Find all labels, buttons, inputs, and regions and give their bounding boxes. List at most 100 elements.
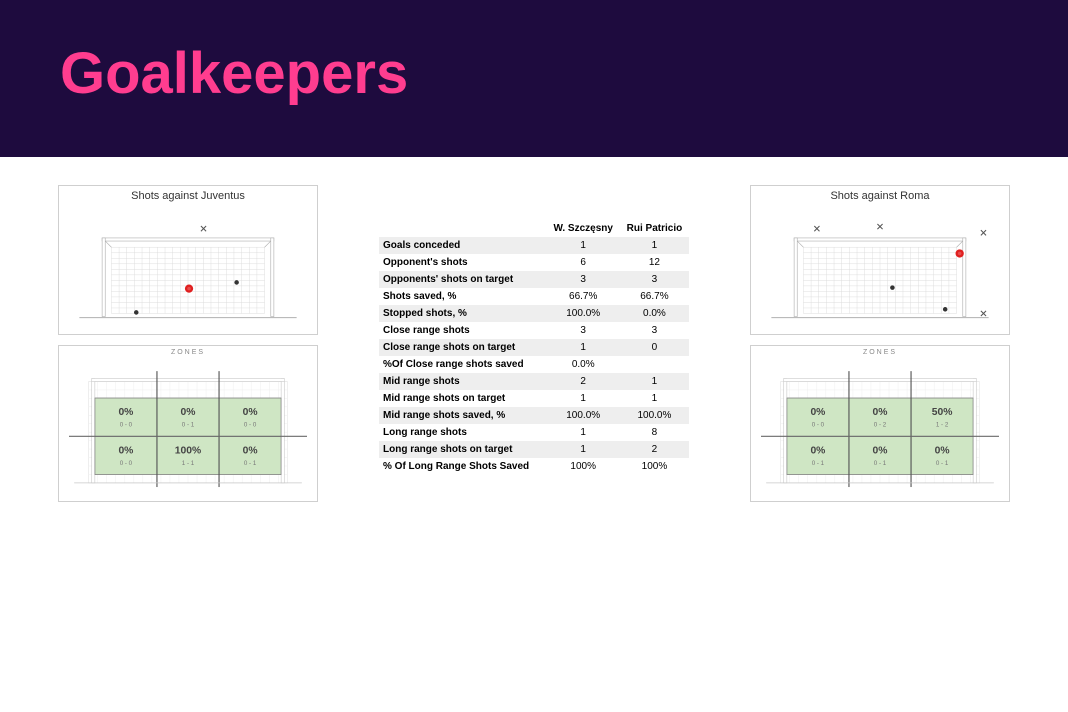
svg-text:0 - 1: 0 - 1: [182, 421, 195, 428]
stat-value-b: 12: [620, 254, 689, 271]
right-goal-chart: Shots against Roma: [750, 185, 1010, 335]
table-row: Opponent's shots612: [379, 254, 689, 271]
stat-value-a: 3: [547, 271, 620, 288]
stat-label: Shots saved, %: [379, 288, 547, 305]
left-zone-wrap: 0% 0 - 0 0% 0 - 1 0% 0 - 0 0% 0 - 0 100% 1 - 1 0% 0…: [59, 359, 317, 501]
table-row: Close range shots33: [379, 322, 689, 339]
stat-value-a: 1: [547, 237, 620, 254]
svg-text:0 - 0: 0 - 0: [120, 421, 133, 428]
right-zones-label: ZONES: [751, 346, 1009, 359]
stat-label: Close range shots: [379, 322, 547, 339]
stat-label: Stopped shots, %: [379, 305, 547, 322]
table-row: Mid range shots on target11: [379, 390, 689, 407]
stat-value-b: 66.7%: [620, 288, 689, 305]
svg-text:0 - 1: 0 - 1: [874, 460, 887, 467]
stat-value-a: 6: [547, 254, 620, 271]
svg-text:0%: 0%: [873, 445, 888, 456]
svg-text:0%: 0%: [118, 445, 133, 456]
middle-column: W. SzczęsnyRui PatricioGoals conceded11O…: [379, 185, 689, 475]
stats-table: W. SzczęsnyRui PatricioGoals conceded11O…: [379, 220, 689, 475]
table-row: Goals conceded11: [379, 237, 689, 254]
page-title: Goalkeepers: [60, 40, 1008, 107]
stat-label: Long range shots: [379, 424, 547, 441]
table-row: Opponents' shots on target33: [379, 271, 689, 288]
right-zones-svg: 0%0 - 00%0 - 250%1 - 20%0 - 10%0 - 10%0 …: [761, 367, 999, 491]
svg-text:0%: 0%: [243, 445, 258, 456]
svg-text:0 - 2: 0 - 2: [874, 421, 887, 428]
svg-text:0 - 0: 0 - 0: [120, 460, 133, 467]
stat-label: Mid range shots on target: [379, 390, 547, 407]
stats-header-empty: [379, 220, 547, 237]
stat-value-b: [620, 356, 689, 373]
stat-value-b: 8: [620, 424, 689, 441]
table-row: Close range shots on target10: [379, 339, 689, 356]
stat-value-a: 100%: [547, 458, 620, 475]
svg-text:1 - 1: 1 - 1: [182, 460, 195, 467]
stat-value-a: 1: [547, 339, 620, 356]
left-zones-chart: ZONES 0% 0 - 0 0% 0 - 1 0% 0 - 0 0% 0 - 0 100% 1 …: [58, 345, 318, 502]
left-zones-label: ZONES: [59, 346, 317, 359]
right-chart-title: Shots against Roma: [751, 186, 1009, 204]
stat-label: Mid range shots saved, %: [379, 407, 547, 424]
svg-text:0 - 0: 0 - 0: [244, 421, 257, 428]
stat-value-b: 1: [620, 237, 689, 254]
right-column: Shots against Roma ZONES 0% 0 - 0 0% 0 - 2 5…: [750, 185, 1010, 512]
right-goal-svg: [761, 210, 999, 324]
stat-value-a: 2: [547, 373, 620, 390]
table-row: Long range shots on target12: [379, 441, 689, 458]
right-zone-wrap: 0%0 - 00%0 - 250%1 - 20%0 - 10%0 - 10%0 …: [751, 359, 1009, 501]
svg-text:0%: 0%: [118, 407, 133, 418]
stat-label: %Of Close range shots saved: [379, 356, 547, 373]
stat-label: Mid range shots: [379, 373, 547, 390]
left-chart-title: Shots against Juventus: [59, 186, 317, 204]
stat-value-a: 0.0%: [547, 356, 620, 373]
stat-value-b: 1: [620, 390, 689, 407]
stat-value-a: 66.7%: [547, 288, 620, 305]
stat-value-b: 2: [620, 441, 689, 458]
svg-text:0%: 0%: [935, 445, 950, 456]
stat-label: Long range shots on target: [379, 441, 547, 458]
content-area: Shots against Juventus ZONES 0% 0 - 0 0% 0 …: [0, 157, 1068, 552]
table-row: Mid range shots21: [379, 373, 689, 390]
left-goal-chart: Shots against Juventus: [58, 185, 318, 335]
stat-value-b: 0.0%: [620, 305, 689, 322]
table-row: Mid range shots saved, %100.0%100.0%: [379, 407, 689, 424]
right-goal-wrap: [751, 204, 1009, 334]
left-zones-svg: 0% 0 - 0 0% 0 - 1 0% 0 - 0 0% 0 - 0 100% 1 - 1 0% 0…: [69, 367, 307, 491]
stat-value-a: 100.0%: [547, 407, 620, 424]
stat-value-a: 1: [547, 424, 620, 441]
table-row: Stopped shots, %100.0%0.0%: [379, 305, 689, 322]
svg-text:0%: 0%: [810, 445, 825, 456]
svg-text:100%: 100%: [175, 445, 201, 456]
stat-label: Close range shots on target: [379, 339, 547, 356]
stat-value-b: 0: [620, 339, 689, 356]
svg-text:0 - 1: 0 - 1: [244, 460, 257, 467]
table-row: Shots saved, %66.7%66.7%: [379, 288, 689, 305]
stat-value-a: 1: [547, 390, 620, 407]
svg-text:0 - 1: 0 - 1: [812, 460, 825, 467]
left-goal-wrap: [59, 204, 317, 334]
table-row: Long range shots18: [379, 424, 689, 441]
stat-value-b: 3: [620, 271, 689, 288]
stat-label: Opponent's shots: [379, 254, 547, 271]
table-row: % Of Long Range Shots Saved100%100%: [379, 458, 689, 475]
stat-label: Goals conceded: [379, 237, 547, 254]
table-row: %Of Close range shots saved0.0%: [379, 356, 689, 373]
stat-label: Opponents' shots on target: [379, 271, 547, 288]
stat-value-b: 3: [620, 322, 689, 339]
svg-text:0 - 0: 0 - 0: [812, 421, 825, 428]
stat-value-a: 100.0%: [547, 305, 620, 322]
stat-value-b: 100%: [620, 458, 689, 475]
svg-text:0%: 0%: [243, 407, 258, 418]
stat-value-a: 3: [547, 322, 620, 339]
svg-text:0%: 0%: [181, 407, 196, 418]
stats-header-1: W. Szczęsny: [547, 220, 620, 237]
stat-value-b: 100.0%: [620, 407, 689, 424]
svg-text:50%: 50%: [932, 407, 953, 418]
stat-label: % Of Long Range Shots Saved: [379, 458, 547, 475]
svg-text:0%: 0%: [873, 407, 888, 418]
stats-header-2: Rui Patricio: [620, 220, 689, 237]
right-zones-chart: ZONES 0%0 - 00%0 - 250%1 - 20%0 - 10%0 -…: [750, 345, 1010, 502]
svg-text:0%: 0%: [810, 407, 825, 418]
left-goal-svg: [69, 210, 307, 324]
